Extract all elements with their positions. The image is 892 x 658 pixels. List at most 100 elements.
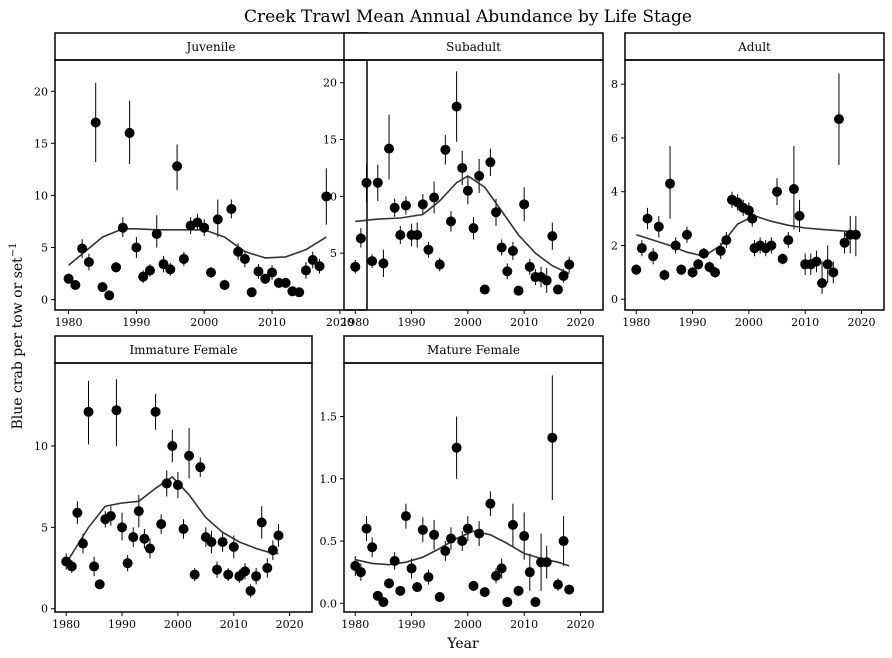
y-tick-label: 6 [611, 132, 618, 145]
panel-strip [54, 335, 313, 364]
data-point [547, 432, 558, 443]
x-tick-label: 1980 [341, 618, 369, 631]
y-tick-label: 8 [611, 78, 618, 91]
data-point [161, 478, 172, 489]
data-point [195, 462, 206, 473]
data-point [564, 259, 575, 270]
data-point [642, 213, 653, 224]
x-tick-label: 2010 [791, 316, 819, 329]
data-point [253, 266, 264, 277]
data-point [77, 243, 88, 254]
y-tick-label: 5 [41, 242, 48, 255]
panel-title: Subadult [446, 40, 501, 54]
y-tick-label: 0.5 [320, 535, 338, 548]
data-point [491, 207, 502, 218]
data-point [811, 256, 822, 267]
data-point [541, 275, 552, 286]
y-tick-label: 4 [611, 186, 618, 199]
y-tick-label: 10 [323, 190, 337, 203]
data-point [715, 245, 726, 256]
x-tick-label: 1990 [398, 316, 426, 329]
data-point [400, 200, 411, 211]
y-tick-label: 1.0 [320, 473, 338, 486]
data-point [151, 228, 162, 239]
y-axis-label: Blue crab per tow or set−1 [8, 242, 26, 429]
data-point [474, 528, 485, 539]
data-point [246, 287, 257, 298]
data-point [440, 545, 451, 556]
data-point [491, 570, 502, 581]
data-point [417, 524, 428, 535]
data-point [105, 510, 116, 521]
data-point [721, 235, 732, 246]
data-point [384, 578, 395, 589]
y-tick-label: 20 [323, 77, 337, 90]
data-point [219, 280, 230, 290]
data-point [378, 258, 389, 269]
panel-title: Immature Female [129, 343, 237, 357]
data-point [217, 537, 228, 548]
data-point [850, 229, 861, 240]
data-point [513, 285, 524, 296]
x-tick-label: 1990 [108, 618, 136, 631]
data-point [400, 511, 411, 522]
data-point [384, 143, 395, 154]
data-point [184, 450, 195, 461]
data-point [144, 265, 155, 276]
data-point [307, 255, 318, 265]
data-point [828, 267, 839, 278]
data-point [260, 273, 271, 284]
data-point [440, 144, 451, 155]
data-point [670, 240, 681, 251]
data-point [239, 253, 250, 264]
data-point [648, 251, 659, 262]
data-point [434, 259, 445, 270]
panel-strip [624, 32, 885, 61]
y-tick-label: 0 [41, 603, 48, 616]
data-point [206, 537, 217, 548]
data-point [256, 517, 267, 528]
panel: Mature Female 1980 1990 2000 2010 2020 0.0 0.5 1… [320, 335, 604, 631]
data-point [94, 579, 105, 590]
trend-line [636, 215, 856, 258]
data-point [165, 264, 176, 275]
data-point [524, 567, 535, 578]
data-point [77, 538, 88, 549]
data-point [355, 233, 366, 244]
x-tick-label: 2000 [454, 618, 482, 631]
data-point [267, 267, 278, 278]
y-axis-label-exponent: −1 [8, 242, 19, 257]
y-tick-label: 5 [41, 521, 48, 534]
data-point [350, 261, 361, 272]
data-point [423, 244, 434, 255]
data-point [485, 498, 496, 509]
data-point [479, 284, 490, 295]
data-point [172, 161, 183, 172]
x-tick-label: 2020 [276, 618, 304, 631]
x-tick-label: 2020 [566, 618, 594, 631]
data-point [66, 561, 77, 572]
data-point [90, 117, 101, 128]
data-point [251, 571, 262, 582]
data-point [462, 185, 473, 196]
x-tick-label: 2010 [510, 618, 538, 631]
data-point [794, 210, 805, 221]
x-tick-label: 1980 [622, 316, 650, 329]
x-tick-label: 2000 [190, 316, 218, 329]
data-point [233, 246, 244, 257]
data-point [406, 563, 417, 574]
data-point [124, 127, 135, 138]
data-point [70, 280, 81, 290]
x-tick-label: 1990 [679, 316, 707, 329]
data-point [665, 178, 676, 189]
data-point [361, 177, 372, 188]
x-tick-label: 2010 [220, 618, 248, 631]
y-tick-label: 20 [34, 85, 48, 98]
data-point [743, 205, 754, 216]
data-point [395, 585, 406, 596]
data-point [378, 597, 389, 608]
data-point [228, 541, 239, 552]
data-point [552, 284, 563, 295]
